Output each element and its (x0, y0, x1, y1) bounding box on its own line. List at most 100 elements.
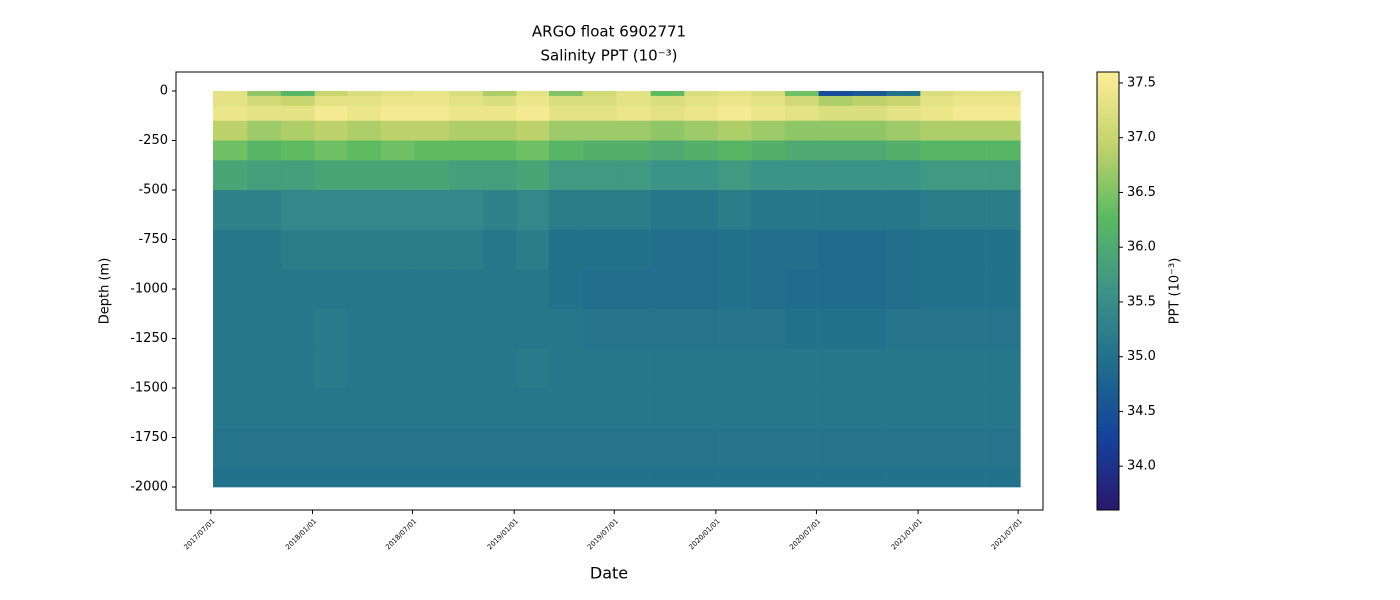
salinity-cell (784, 229, 819, 270)
salinity-cell (784, 160, 819, 191)
salinity-cell (548, 190, 583, 230)
salinity-cell (952, 229, 987, 270)
salinity-cell (414, 91, 450, 97)
salinity-cell (482, 348, 517, 389)
salinity-cell (516, 269, 550, 310)
salinity-cell (280, 229, 315, 270)
y-tick-label: -1750 (130, 430, 168, 445)
salinity-cell (516, 91, 550, 97)
salinity-cell (314, 308, 348, 349)
salinity-cell (952, 91, 987, 97)
salinity-cell (886, 95, 921, 107)
salinity-cell (751, 229, 786, 270)
salinity-cell (280, 105, 315, 122)
salinity-cell (414, 190, 450, 230)
salinity-cell (986, 160, 1021, 191)
salinity-cell (314, 467, 348, 488)
salinity-cell (684, 269, 719, 310)
salinity-cell (852, 427, 887, 468)
salinity-cell (347, 348, 382, 389)
salinity-cell (650, 140, 685, 161)
y-tick-label: -1000 (130, 282, 168, 297)
salinity-cell (886, 160, 921, 191)
salinity-cell (784, 269, 819, 310)
salinity-cell (347, 91, 382, 97)
salinity-cell (886, 427, 921, 468)
salinity-cell (347, 269, 382, 310)
salinity-cell (684, 190, 719, 230)
salinity-cell (213, 95, 248, 107)
salinity-cell (482, 120, 517, 141)
salinity-cell (684, 91, 719, 97)
y-tick-label: -750 (138, 232, 168, 247)
salinity-cell (516, 348, 550, 389)
salinity-cell (314, 95, 348, 107)
salinity-cell (381, 95, 416, 107)
salinity-cell (482, 308, 517, 349)
salinity-cell (582, 95, 617, 107)
salinity-cell (886, 467, 921, 488)
salinity-cell (516, 308, 550, 349)
salinity-cell (381, 467, 416, 488)
salinity-cell (986, 388, 1021, 428)
salinity-cell (684, 308, 719, 349)
salinity-cell (314, 120, 348, 141)
salinity-cell (684, 388, 719, 428)
salinity-cell (616, 467, 651, 488)
salinity-cell (582, 269, 617, 310)
salinity-cell (650, 229, 685, 270)
salinity-cell (650, 308, 685, 349)
salinity-cell (213, 160, 248, 191)
salinity-cell (616, 140, 651, 161)
salinity-cell (920, 105, 954, 122)
salinity-cell (986, 190, 1021, 230)
salinity-cell (482, 160, 517, 191)
salinity-cell (516, 140, 550, 161)
salinity-cell (548, 140, 583, 161)
salinity-cell (886, 91, 921, 97)
salinity-cell (684, 120, 719, 141)
salinity-cell (347, 308, 382, 349)
colorbar-tick-label: 35.0 (1127, 349, 1156, 364)
salinity-cell (582, 120, 617, 141)
y-tick-label: -1500 (130, 381, 168, 396)
salinity-cell (684, 427, 719, 468)
salinity-cell (920, 160, 954, 191)
salinity-cell (650, 95, 685, 107)
salinity-cell (381, 348, 416, 389)
salinity-cell (548, 91, 583, 97)
salinity-cell (986, 105, 1021, 122)
y-tick-label: 0 (160, 84, 168, 99)
salinity-cell (247, 105, 282, 122)
salinity-cell (414, 388, 450, 428)
salinity-cell (784, 120, 819, 141)
salinity-cell (818, 388, 854, 428)
salinity-cell (784, 140, 819, 161)
salinity-cell (718, 105, 752, 122)
salinity-cell (516, 427, 550, 468)
salinity-cell (414, 95, 450, 107)
salinity-cell (986, 427, 1021, 468)
salinity-cell (886, 388, 921, 428)
salinity-cell (213, 91, 248, 97)
salinity-cell (213, 427, 248, 468)
x-tick-label: 2019/01/01 (486, 517, 520, 551)
salinity-cell (582, 229, 617, 270)
salinity-cell (482, 140, 517, 161)
salinity-cell (852, 467, 887, 488)
salinity-cell (414, 308, 450, 349)
salinity-cell (751, 308, 786, 349)
salinity-cell (986, 467, 1021, 488)
salinity-cell (920, 120, 954, 141)
salinity-cell (247, 95, 282, 107)
salinity-cell (886, 120, 921, 141)
salinity-cell (784, 105, 819, 122)
salinity-cell (213, 140, 248, 161)
salinity-cell (684, 348, 719, 389)
salinity-cell (718, 467, 752, 488)
salinity-cell (247, 427, 282, 468)
salinity-cell (952, 190, 987, 230)
salinity-cell (314, 348, 348, 389)
chart-subtitle: Salinity PPT (10⁻³) (541, 47, 678, 65)
